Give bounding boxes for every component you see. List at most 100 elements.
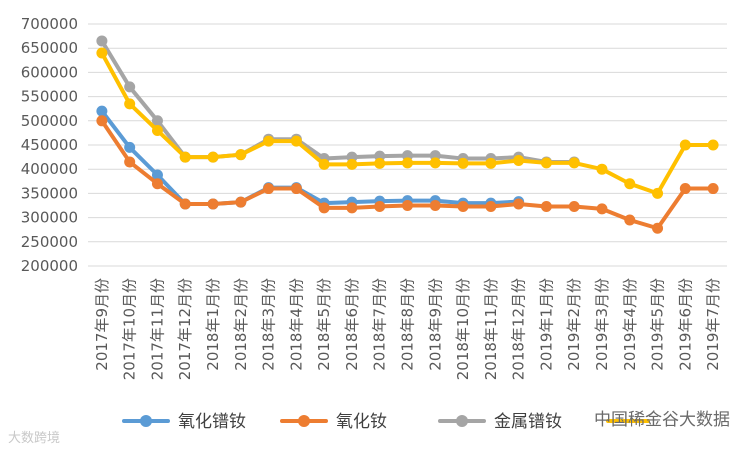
data-point <box>374 157 386 169</box>
series-line <box>99 51 716 196</box>
x-tick-label: 2018年12月份 <box>510 278 528 380</box>
x-tick-label: 2017年11月份 <box>148 278 166 380</box>
legend-label: 氧化钕 <box>336 412 387 432</box>
data-point <box>124 81 136 93</box>
x-tick-label: 2019年2月份 <box>565 278 583 371</box>
watermark-right-text: 中国稀金谷大数据 <box>594 410 730 430</box>
x-tick-label: 2018年11月份 <box>482 278 500 380</box>
y-tick-label: 500000 <box>21 112 78 130</box>
x-tick-label: 2017年9月份 <box>93 278 111 371</box>
x-tick-label: 2018年3月份 <box>260 278 278 371</box>
data-point <box>346 158 358 170</box>
data-point <box>540 157 552 169</box>
series-3 <box>96 35 580 168</box>
x-tick-label: 2019年6月份 <box>676 278 694 371</box>
x-tick-label: 2018年7月份 <box>371 278 389 371</box>
data-point <box>96 47 108 59</box>
data-point <box>96 35 108 47</box>
data-point <box>568 200 580 212</box>
x-tick-label: 2017年12月份 <box>176 278 194 380</box>
legend-label: 金属镨钕 <box>494 412 562 432</box>
data-point <box>679 139 691 151</box>
data-point <box>513 198 525 210</box>
x-tick-label: 2018年10月份 <box>454 278 472 380</box>
data-point <box>429 157 441 169</box>
watermark-right: 中国稀金谷大数据 <box>594 405 730 430</box>
data-point <box>96 115 108 127</box>
data-point <box>624 178 636 190</box>
data-point <box>151 169 163 181</box>
x-tick-label: 2019年1月份 <box>537 278 555 371</box>
data-point <box>568 157 580 169</box>
x-tick-label: 2018年4月份 <box>287 278 305 371</box>
data-point <box>596 163 608 175</box>
legend-swatch-marker <box>140 415 152 427</box>
data-point <box>151 115 163 127</box>
data-point <box>707 139 719 151</box>
data-point <box>540 200 552 212</box>
legend-swatch-marker <box>456 415 468 427</box>
series-2 <box>96 115 719 234</box>
x-tick-label: 2019年5月份 <box>649 278 667 371</box>
legend-swatch-marker <box>298 415 310 427</box>
watermark-left-text: 大数跨境 <box>8 431 61 446</box>
data-point <box>429 200 441 211</box>
data-point <box>179 198 191 210</box>
data-point <box>402 157 413 169</box>
y-tick-label: 650000 <box>21 39 78 57</box>
x-tick-label: 2018年5月份 <box>315 278 333 371</box>
y-tick-label: 300000 <box>21 209 78 227</box>
y-axis-ticks: 700000 650000 600000 550000 500000 450000 4000… <box>21 15 78 275</box>
x-tick-label: 2017年10月份 <box>121 278 139 380</box>
data-point <box>235 196 247 208</box>
data-point <box>124 98 136 110</box>
legend-label: 氧化镨钕 <box>178 412 246 432</box>
data-point <box>96 105 108 117</box>
data-point <box>179 151 191 163</box>
x-tick-label: 2018年6月份 <box>343 278 361 371</box>
y-tick-label: 250000 <box>21 233 78 251</box>
data-point <box>318 158 330 170</box>
data-point <box>485 200 497 212</box>
data-point <box>235 149 247 161</box>
watermark-left: 大数跨境 <box>8 427 60 446</box>
data-point <box>624 214 636 226</box>
y-tick-label: 450000 <box>21 136 78 154</box>
y-tick-label: 600000 <box>21 63 78 81</box>
data-point <box>290 183 302 195</box>
x-tick-label: 2018年9月份 <box>426 278 444 371</box>
x-tick-label: 2018年2月份 <box>232 278 250 371</box>
series-line <box>99 118 716 231</box>
data-point <box>124 141 136 153</box>
data-point <box>457 200 469 212</box>
y-tick-label: 400000 <box>21 160 78 178</box>
data-point <box>207 198 219 210</box>
data-point <box>151 178 163 190</box>
data-point <box>679 183 691 195</box>
series-line <box>99 109 521 207</box>
x-tick-label: 2019年4月份 <box>621 278 639 371</box>
data-point <box>263 135 275 147</box>
series-4 <box>96 47 719 199</box>
legend: 氧化镨钕 氧化钕 金属镨钕 <box>122 412 650 432</box>
y-tick-label: 350000 <box>21 184 78 202</box>
data-point <box>596 203 608 215</box>
x-tick-label: 2018年1月份 <box>204 278 222 371</box>
series-group <box>96 35 719 234</box>
data-point <box>207 151 219 163</box>
data-point <box>485 157 497 169</box>
x-axis-ticks: 2017年9月份 2017年10月份 2017年11月份 2017年12月份 2018年… <box>93 278 722 380</box>
data-point <box>151 124 163 136</box>
data-point <box>124 156 136 168</box>
data-point <box>652 222 664 234</box>
y-tick-label: 550000 <box>21 88 78 106</box>
data-point <box>318 202 330 214</box>
data-point <box>707 183 719 195</box>
y-tick-label: 200000 <box>21 257 78 275</box>
data-point <box>513 154 525 166</box>
data-point <box>346 202 358 214</box>
data-point <box>263 183 275 195</box>
x-tick-label: 2019年7月份 <box>704 278 722 371</box>
